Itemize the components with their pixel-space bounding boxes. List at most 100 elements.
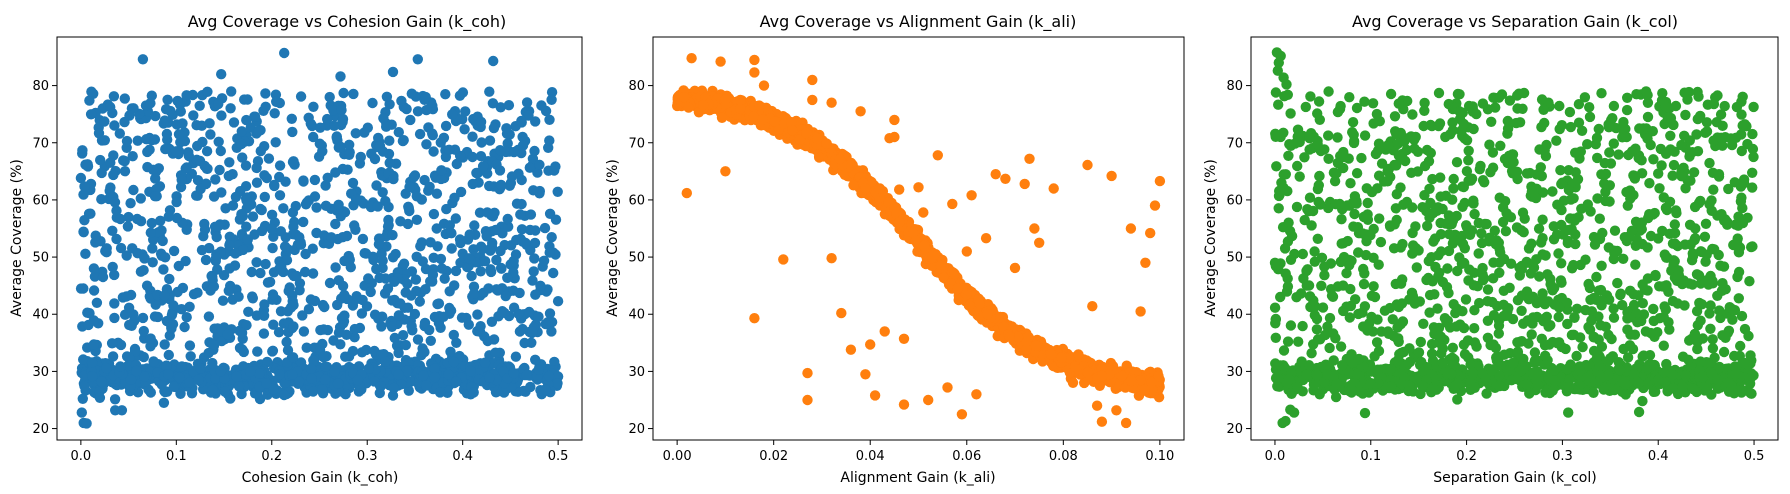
scatter-point (451, 158, 462, 170)
scatter-point (150, 110, 161, 122)
scatter-point (807, 94, 818, 106)
scatter-point (436, 165, 447, 176)
scatter-point (481, 231, 492, 242)
scatter-point (213, 98, 224, 110)
scatter-point (349, 323, 360, 335)
scatter-point (918, 207, 929, 218)
scatter-point (484, 86, 495, 97)
scatter-point (163, 211, 174, 222)
scatter-point (826, 253, 837, 264)
scatter-point (309, 191, 321, 202)
scatter-point (259, 191, 270, 203)
scatter-point (215, 145, 226, 157)
scatter-point (337, 280, 349, 292)
scatter-point (865, 339, 876, 350)
scatter-point (425, 276, 436, 287)
scatter-point (354, 158, 366, 169)
scatter-point (179, 321, 190, 333)
scatter-point (502, 138, 513, 149)
scatter-point (244, 366, 256, 377)
scatter-point (952, 283, 963, 294)
scatter-point (258, 310, 270, 321)
scatter-point (506, 171, 518, 182)
scatter-point (298, 326, 310, 337)
scatter-point (214, 164, 225, 176)
scatter-point (247, 211, 259, 222)
scatter-point (395, 298, 406, 309)
scatter-point (204, 118, 215, 129)
scatter-point (384, 135, 395, 146)
scatter-point (1125, 223, 1137, 234)
y-tick-label: 80 (32, 79, 49, 94)
scatter-point (196, 244, 208, 256)
scatter-point (434, 387, 446, 398)
chart-title: Avg Coverage vs Alignment Gain (k_ali) (760, 12, 1077, 32)
scatter-point (215, 366, 227, 377)
scatter-point (499, 307, 510, 318)
scatter-point (184, 377, 195, 388)
scatter-point (1747, 182, 1758, 193)
scatter-point (1637, 395, 1648, 407)
scatter-point (529, 145, 540, 157)
scatter-point (544, 308, 556, 319)
scatter-point (1621, 104, 1633, 116)
scatter-point (301, 342, 312, 353)
scatter-point (834, 153, 846, 165)
scatter-point (135, 193, 146, 204)
scatter-points (672, 53, 1166, 429)
scatter-point (698, 99, 709, 111)
scatter-point (125, 198, 136, 209)
scatter-point (1269, 302, 1281, 313)
scatter-point (533, 364, 544, 375)
scatter-point (365, 286, 376, 298)
scatter-point (802, 367, 813, 379)
scatter-point (269, 179, 280, 191)
scatter-point (1023, 331, 1034, 343)
scatter-point (192, 287, 203, 298)
scatter-point (369, 153, 381, 165)
scatter-point (1091, 400, 1103, 411)
scatter-point (324, 277, 336, 289)
scatter-point (1145, 227, 1156, 239)
scatter-point (1270, 332, 1282, 343)
scatter-point (550, 161, 561, 172)
scatter-point (414, 296, 425, 307)
scatter-point (446, 243, 457, 254)
scatter-point (255, 267, 266, 279)
scatter-point (349, 220, 360, 231)
scatter-point (188, 110, 199, 121)
scatter-point (546, 94, 557, 106)
scatter-point (405, 114, 416, 126)
scatter-point (1273, 99, 1284, 110)
scatter-point (471, 167, 482, 179)
scatter-point (1593, 123, 1605, 135)
scatter-point (308, 101, 319, 113)
scatter-point (1608, 138, 1620, 149)
scatter-point (185, 351, 196, 362)
scatter-point (375, 381, 386, 392)
scatter-point (475, 151, 487, 162)
scatter-point (210, 174, 221, 185)
scatter-point (371, 180, 382, 191)
scatter-point (1056, 352, 1067, 363)
scatter-point (278, 389, 290, 401)
scatter-point (210, 373, 221, 384)
scatter-point (164, 273, 175, 285)
scatter-point (359, 127, 370, 138)
scatter-point (329, 120, 340, 131)
scatter-point (1140, 257, 1151, 268)
scatter-point (377, 146, 389, 157)
scatter-point (432, 241, 443, 252)
scatter-point (1595, 320, 1606, 331)
x-tick-label: 0.00 (663, 449, 692, 464)
scatter-point (476, 137, 487, 148)
scatter-point (942, 382, 953, 393)
scatter-point (913, 182, 924, 193)
chart-panel-alignment: Avg Coverage vs Alignment Gain (k_ali) 0… (605, 12, 1185, 486)
scatter-point (123, 302, 135, 313)
scatter-point (339, 310, 350, 321)
scatter-point (260, 101, 271, 113)
scatter-point (99, 135, 111, 146)
scatter-point (86, 86, 97, 97)
scatter-point (383, 220, 394, 231)
